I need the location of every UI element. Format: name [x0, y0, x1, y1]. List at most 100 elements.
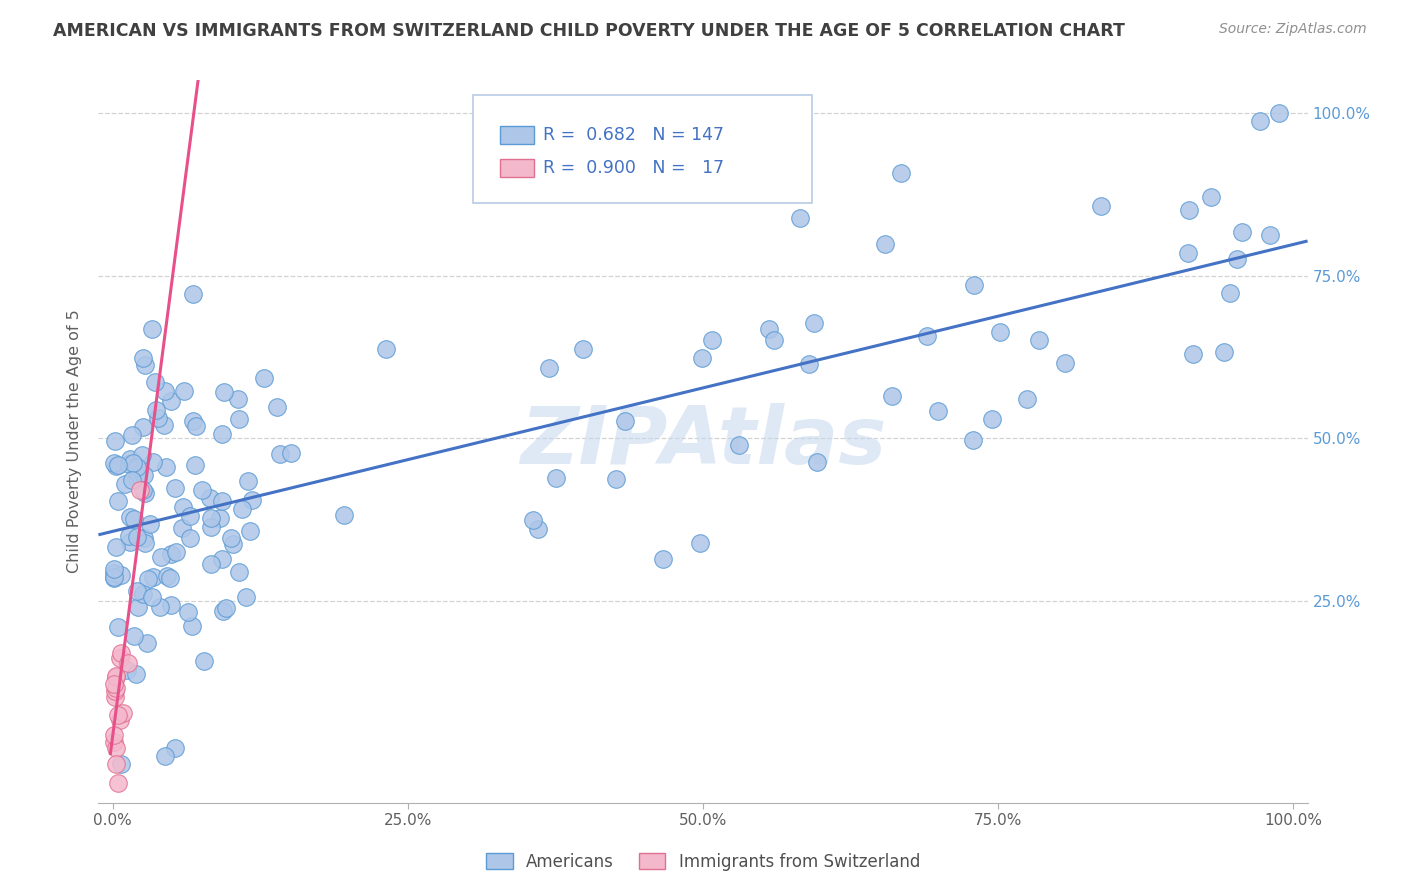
Point	[165, 481, 187, 495]
Point	[145, 403, 167, 417]
Point	[1177, 245, 1199, 260]
Point	[104, 434, 127, 449]
Point	[107, 458, 129, 472]
Point	[141, 590, 163, 604]
Point	[962, 434, 984, 448]
Point	[240, 493, 263, 508]
Point	[200, 558, 222, 572]
Point	[132, 587, 155, 601]
Point	[127, 599, 149, 614]
Point	[890, 166, 912, 180]
Point	[915, 329, 938, 343]
Point	[103, 734, 125, 748]
Point	[239, 524, 262, 538]
Point	[208, 511, 231, 525]
Point	[605, 472, 627, 486]
Point	[215, 600, 238, 615]
Point	[212, 604, 235, 618]
FancyBboxPatch shape	[474, 95, 811, 203]
Point	[132, 420, 155, 434]
Point	[159, 547, 181, 561]
Point	[652, 551, 675, 566]
Point	[228, 412, 250, 426]
Point	[121, 428, 143, 442]
Point	[689, 536, 711, 550]
Point	[103, 562, 125, 576]
Point	[121, 473, 143, 487]
Point	[538, 361, 561, 376]
Point	[134, 531, 156, 545]
Point	[266, 400, 288, 414]
Point	[880, 389, 903, 403]
Point	[104, 684, 127, 698]
Point	[253, 371, 276, 385]
Y-axis label: Child Poverty Under the Age of 5: Child Poverty Under the Age of 5	[67, 310, 83, 574]
Point	[980, 412, 1002, 426]
Point	[111, 706, 134, 721]
Point	[1249, 114, 1271, 128]
Point	[803, 316, 825, 330]
Point	[1017, 392, 1039, 406]
Point	[1212, 345, 1234, 359]
Point	[700, 333, 723, 347]
Point	[727, 438, 749, 452]
Point	[142, 455, 165, 469]
Point	[103, 677, 125, 691]
Point	[118, 451, 141, 466]
Point	[235, 590, 257, 604]
Point	[198, 491, 221, 506]
Point	[1181, 347, 1204, 361]
Point	[107, 776, 129, 790]
Point	[527, 523, 550, 537]
Point	[211, 493, 233, 508]
Point	[134, 535, 156, 549]
Point	[170, 521, 193, 535]
Point	[141, 570, 163, 584]
Point	[138, 516, 160, 531]
Point	[613, 414, 636, 428]
Point	[758, 322, 780, 336]
Point	[231, 502, 253, 516]
Point	[212, 385, 235, 400]
Point	[873, 236, 896, 251]
Text: R =  0.900   N =   17: R = 0.900 N = 17	[543, 160, 724, 178]
Point	[181, 619, 204, 633]
Point	[190, 483, 212, 497]
Point	[165, 545, 187, 559]
Point	[118, 510, 141, 524]
Point	[115, 663, 138, 677]
Point	[104, 670, 127, 684]
Point	[127, 470, 149, 484]
Point	[122, 456, 145, 470]
Point	[280, 446, 302, 460]
Point	[104, 740, 127, 755]
Point	[103, 566, 125, 581]
Point	[104, 458, 127, 473]
Point	[143, 375, 166, 389]
Point	[159, 571, 181, 585]
Point	[131, 483, 153, 498]
Point	[173, 384, 195, 398]
Point	[146, 411, 169, 425]
Point	[104, 540, 127, 554]
Point	[1219, 285, 1241, 300]
Point	[762, 333, 785, 347]
Point	[179, 531, 201, 545]
Point	[105, 756, 128, 771]
Point	[1178, 202, 1201, 217]
Point	[200, 520, 222, 534]
Point	[128, 483, 150, 498]
Point	[186, 418, 208, 433]
Point	[132, 351, 155, 366]
Point	[122, 629, 145, 643]
Point	[221, 531, 243, 545]
Point	[1090, 199, 1112, 213]
Point	[103, 456, 125, 470]
Point	[1054, 356, 1077, 370]
Point	[149, 549, 172, 564]
Point	[149, 600, 172, 615]
Point	[105, 669, 128, 683]
Text: Source: ZipAtlas.com: Source: ZipAtlas.com	[1219, 22, 1367, 37]
Point	[134, 468, 156, 483]
Point	[179, 508, 201, 523]
